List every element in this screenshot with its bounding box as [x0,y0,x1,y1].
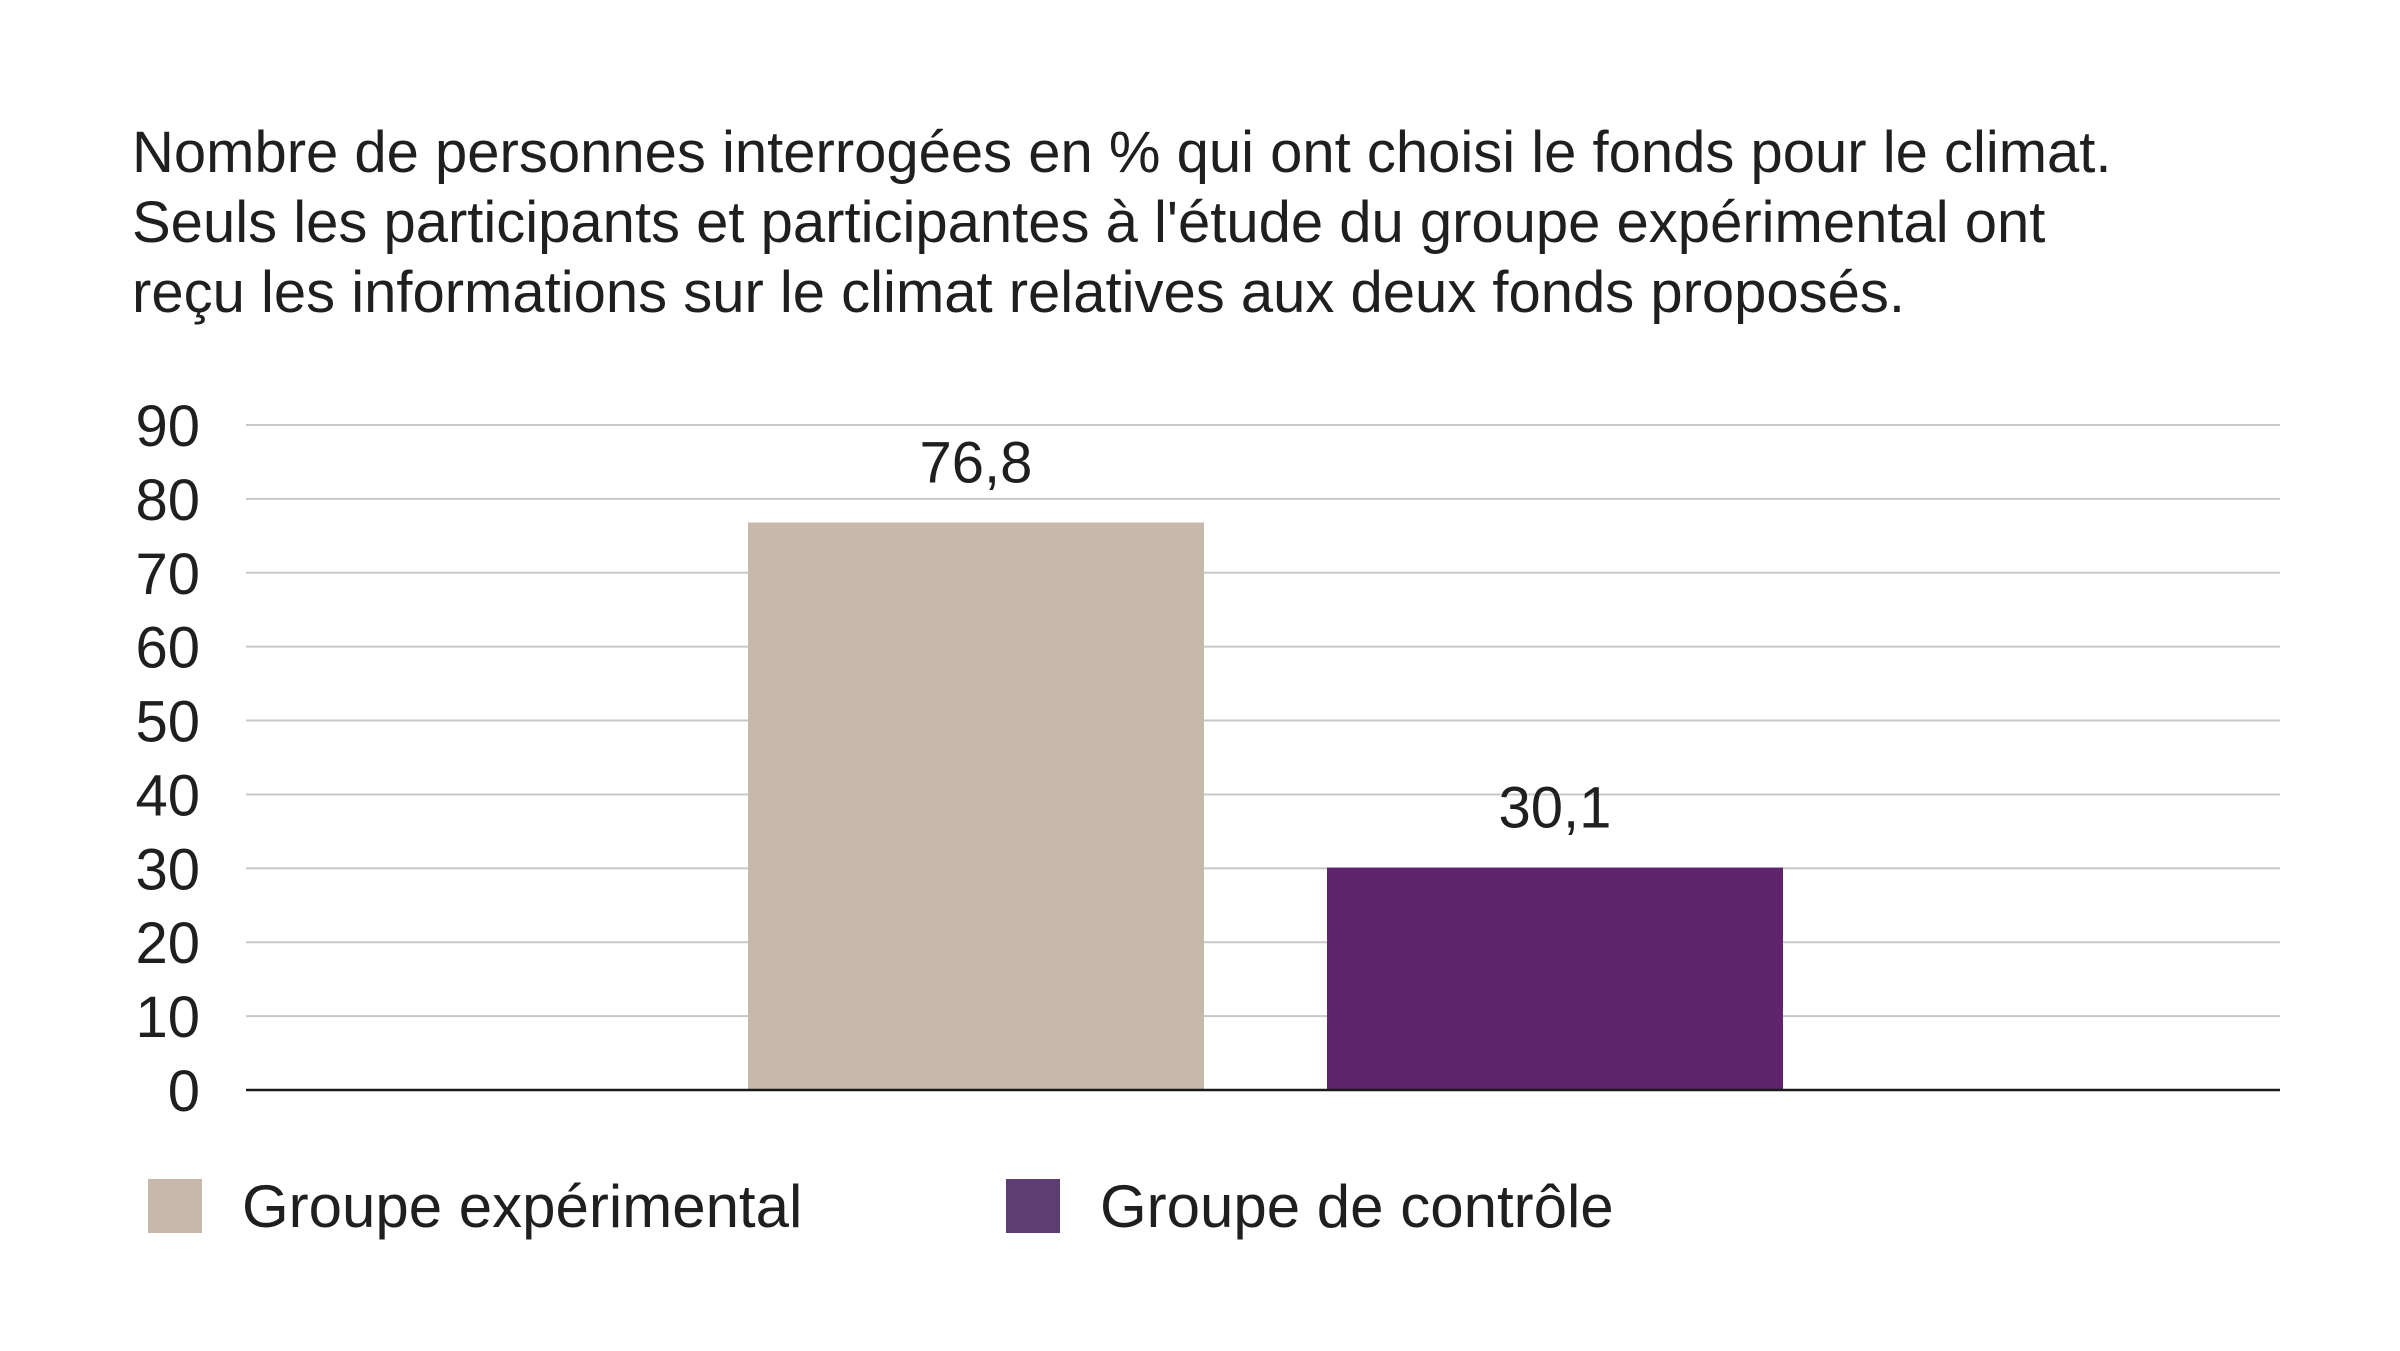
legend-item-control: Groupe de contrôle [1006,1173,1614,1240]
gridlines [246,424,2280,1018]
bar-control [1327,867,1783,1090]
chart-title-line-2: Seuls les participants et participantes … [132,190,2046,255]
y-tick-label-70: 70 [135,542,200,607]
chart-title: Nombre de personnes interrogées en % qui… [132,118,2312,328]
y-tick-label-10: 10 [135,985,200,1050]
y-tick-label-40: 40 [135,763,200,828]
y-axis-tick-labels: 0 10 20 30 40 50 60 70 80 90 [135,394,200,1124]
bar-value-label-control: 30,1 [1499,776,1612,841]
legend-label-experimental: Groupe expérimental [242,1172,803,1240]
y-tick-label-90: 90 [135,394,200,459]
y-tick-label-0: 0 [168,1059,200,1124]
bar-value-label-experimental: 76,8 [920,431,1033,496]
chart-title-line-3: reçu les informations sur le climat rela… [132,260,1906,325]
y-tick-label-50: 50 [135,690,200,755]
legend-swatch-control [1006,1179,1060,1233]
legend-swatch-experimental [148,1179,202,1233]
bar-experimental [748,522,1204,1090]
bars [748,522,1783,1090]
y-tick-label-20: 20 [135,911,200,976]
legend-label-control: Groupe de contrôle [1100,1172,1614,1240]
y-tick-label-60: 60 [135,616,200,681]
chart-title-line-1: Nombre de personnes interrogées en % qui… [132,120,2112,185]
bar-value-labels: 76,8 30,1 [920,431,1612,841]
y-tick-label-30: 30 [135,837,200,902]
legend-item-experimental: Groupe expérimental [148,1173,802,1240]
y-tick-label-80: 80 [135,468,200,533]
